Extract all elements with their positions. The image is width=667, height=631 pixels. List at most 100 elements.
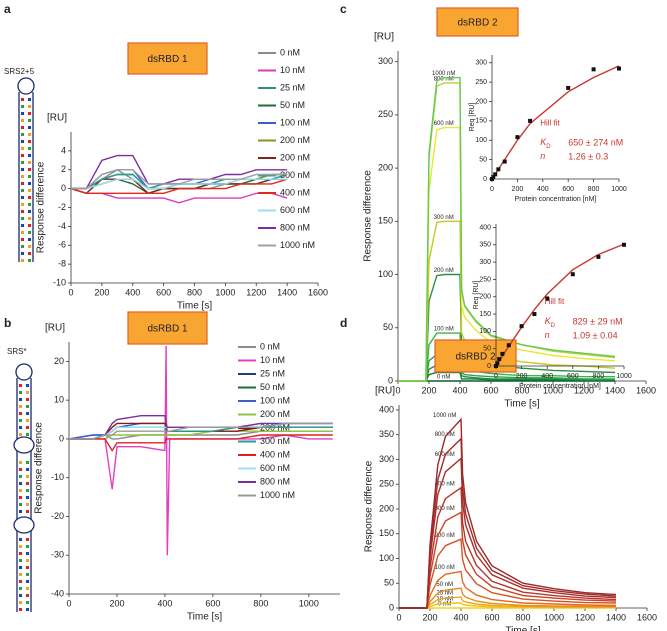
panel-letter: d — [340, 316, 347, 330]
series-line — [399, 538, 617, 609]
y-tick-label: -10 — [53, 277, 66, 287]
base-pair — [28, 189, 31, 192]
y-tick-label: 0 — [389, 602, 394, 612]
series-line — [71, 154, 288, 190]
y-tick-label: 250 — [379, 479, 394, 489]
title-box — [436, 7, 519, 37]
legend-label: 10 nM — [260, 355, 285, 365]
base-pair — [26, 510, 29, 513]
base-pair — [26, 391, 29, 394]
x-tick-label: 200 — [94, 287, 109, 297]
base-pair — [19, 398, 22, 401]
base-pair — [19, 608, 22, 611]
data-point — [545, 296, 550, 301]
y-tick-label: 350 — [479, 242, 491, 249]
base-pair — [26, 559, 29, 562]
legend-label: 800 nM — [260, 476, 290, 486]
y-axis-title: Req [RU] — [469, 103, 476, 132]
y-tick-label: -6 — [58, 240, 66, 250]
base-pair — [26, 405, 29, 408]
x-tick-label: 400 — [541, 373, 553, 380]
base-pair — [26, 468, 29, 471]
series-label: 800 nM — [434, 77, 454, 83]
y-tick-label: 350 — [379, 429, 394, 439]
x-tick-label: 800 — [588, 186, 600, 193]
y-tick-label: 300 — [475, 60, 487, 67]
x-tick-label: 200 — [421, 385, 436, 395]
base-pair — [28, 245, 31, 248]
y-tick-label: 150 — [475, 118, 487, 125]
series-line — [69, 415, 333, 440]
rna-stem — [16, 378, 32, 612]
y-tick-label: -20 — [51, 511, 64, 521]
legend-label: 25 nM — [280, 82, 305, 92]
y-unit: [RU] — [47, 113, 67, 124]
base-pair — [21, 259, 24, 262]
x-tick-label: 0 — [68, 287, 73, 297]
series-line — [70, 178, 288, 194]
base-pair — [28, 98, 31, 101]
x-tick-label: 0 — [395, 385, 400, 395]
series-line — [398, 220, 616, 382]
x-tick-label: 0 — [66, 598, 71, 608]
base-pair — [28, 224, 31, 227]
data-point — [532, 312, 537, 317]
chart-title: dsRBD 2 — [455, 352, 495, 363]
series-label: 50 nM — [436, 582, 453, 588]
series-label: 400 nM — [435, 481, 455, 487]
base-pair — [19, 489, 22, 492]
y-axis-title: Req [RU] — [473, 281, 480, 310]
data-point — [570, 272, 575, 277]
y-tick-label: -10 — [51, 472, 64, 482]
legend-label: 0 nM — [260, 341, 280, 351]
data-point — [596, 254, 601, 259]
legend-label: 100 nM — [260, 395, 290, 405]
y-tick-label: 150 — [378, 216, 393, 226]
y-tick-label: -40 — [51, 588, 64, 598]
base-pair — [26, 573, 29, 576]
series-label: 0 nM — [437, 375, 450, 381]
base-pair — [28, 196, 31, 199]
base-pair — [21, 105, 24, 108]
base-pair — [21, 119, 24, 122]
base-pair — [19, 538, 22, 541]
data-point — [506, 343, 511, 348]
y-tick-label: 50 — [384, 578, 394, 588]
x-axis-title: Protein concentration [nM] — [519, 383, 601, 390]
y-axis-title: Response difference — [36, 161, 47, 253]
base-pair — [26, 608, 29, 611]
fit-parameter-symbol: KD — [540, 138, 551, 150]
base-pair — [19, 594, 22, 597]
x-tick-label: 1200 — [246, 287, 266, 297]
series-label: 0 nM — [438, 602, 451, 608]
base-pair — [28, 238, 31, 241]
y-tick-label: 400 — [479, 224, 491, 231]
panel-letter: a — [4, 2, 11, 16]
x-axis-title: Time [s] — [504, 399, 539, 410]
series-line — [398, 353, 615, 382]
y-tick-label: 150 — [379, 528, 394, 538]
y-tick-label: 300 — [479, 259, 491, 266]
base-pair — [19, 559, 22, 562]
x-tick-label: 400 — [157, 598, 172, 608]
data-point — [494, 364, 498, 368]
base-pair — [19, 573, 22, 576]
x-tick-label: 1200 — [574, 385, 594, 395]
x-tick-label: 400 — [537, 186, 549, 193]
base-pair — [19, 601, 22, 604]
series-label: 800 nM — [435, 432, 455, 438]
x-tick-label: 200 — [422, 612, 437, 622]
x-tick-label: 1000 — [616, 373, 632, 380]
base-pair — [19, 426, 22, 429]
rna-label: SRS2+5 — [4, 67, 35, 76]
y-tick-label: 250 — [378, 109, 393, 119]
rna-loop — [15, 363, 33, 381]
legend-label: 0 nM — [280, 47, 300, 57]
y-tick-label: 100 — [379, 553, 394, 563]
fit-label: Hill fit — [540, 118, 560, 127]
fit-parameter-value: 829 ± 29 nM — [573, 316, 623, 326]
legend-label: 100 nM — [280, 117, 310, 127]
base-pair — [19, 419, 22, 422]
series-line — [399, 511, 617, 609]
